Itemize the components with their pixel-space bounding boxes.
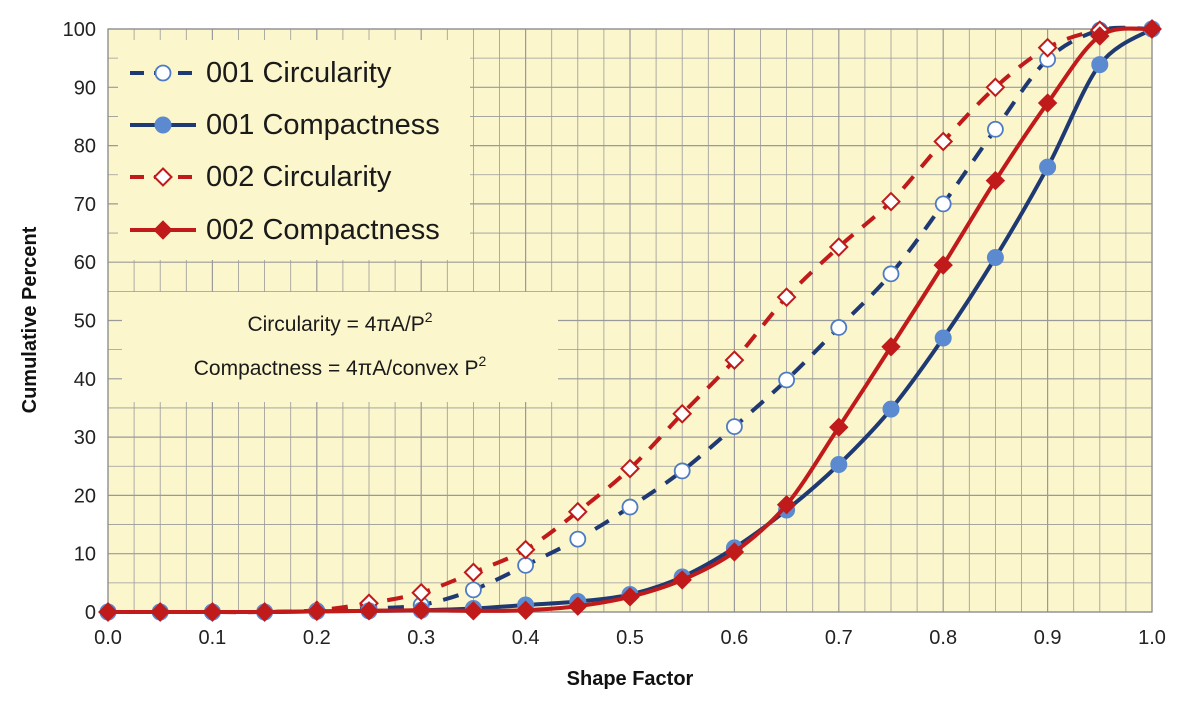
formula-annotation: Circularity = 4πA/P2 Compactness = 4πA/c… xyxy=(122,292,558,402)
data-point xyxy=(569,530,587,548)
data-point xyxy=(881,191,901,212)
data-point xyxy=(672,570,692,590)
data-point xyxy=(724,542,745,562)
x-tick-label: 0.6 xyxy=(720,627,748,649)
data-point xyxy=(1037,37,1058,58)
data-point xyxy=(985,77,1006,98)
x-tick-label: 1.0 xyxy=(1138,627,1166,649)
data-point xyxy=(881,337,901,357)
data-point xyxy=(987,120,1004,138)
compactness-formula-text: Compactness = 4πA/convex P xyxy=(194,357,479,380)
legend-entry-002-circularity: 002 Circularity xyxy=(206,161,392,193)
data-point xyxy=(1090,26,1110,46)
y-tick-label: 30 xyxy=(74,427,96,449)
legend-entry-001-compactness: 001 Compactness xyxy=(206,109,440,141)
y-tick-label: 100 xyxy=(63,19,96,41)
data-point xyxy=(621,498,639,516)
x-tick-label: 0.2 xyxy=(303,627,331,649)
data-point xyxy=(359,601,379,621)
data-point xyxy=(1091,56,1109,74)
data-point xyxy=(828,237,849,257)
data-point xyxy=(620,458,640,479)
data-point xyxy=(776,495,797,515)
legend-key-marker xyxy=(153,167,173,187)
data-point xyxy=(778,371,795,389)
data-point xyxy=(307,601,327,622)
y-tick-label: 50 xyxy=(74,311,96,333)
data-point xyxy=(411,600,431,620)
y-tick-label: 40 xyxy=(74,369,96,391)
data-point xyxy=(882,400,900,418)
data-point xyxy=(673,462,691,480)
x-tick-label: 0.1 xyxy=(198,627,226,649)
data-point xyxy=(933,255,953,275)
circularity-formula-text: Circularity = 4πA/P xyxy=(247,313,424,336)
compactness-formula-exponent: 2 xyxy=(478,353,486,369)
legend-entry-002-compactness: 002 Compactness xyxy=(206,214,440,246)
series-002-compactness xyxy=(98,19,1162,622)
legend-key-marker xyxy=(154,64,172,82)
data-point xyxy=(517,556,534,574)
formula-box xyxy=(122,292,558,402)
legend-key-marker xyxy=(153,220,173,240)
legend: 001 Circularity 001 Compactness 002 Circ… xyxy=(118,40,470,260)
data-point xyxy=(726,418,743,436)
y-tick-label: 70 xyxy=(74,194,96,216)
data-point xyxy=(672,403,693,424)
data-point xyxy=(933,131,954,152)
y-tick-label: 20 xyxy=(74,485,96,507)
data-point xyxy=(986,249,1004,267)
y-tick-label: 80 xyxy=(74,136,96,158)
data-point xyxy=(463,562,484,583)
data-point xyxy=(515,600,536,620)
data-point xyxy=(202,602,223,622)
data-point xyxy=(1037,93,1058,113)
data-point xyxy=(98,602,118,622)
data-point xyxy=(724,350,745,371)
data-point xyxy=(776,287,797,308)
x-tick-label: 0.3 xyxy=(407,627,435,649)
data-point xyxy=(515,539,536,560)
y-axis-title: Cumulative Percent xyxy=(19,226,41,413)
legend-box xyxy=(118,40,470,260)
data-point xyxy=(830,319,848,336)
data-point xyxy=(829,417,849,437)
data-point xyxy=(934,195,952,213)
data-point xyxy=(464,581,482,599)
axes: 0.0 0.1 0.2 0.3 0.4 0.5 0.6 0.7 0.8 0.9 1.0 0 10 20 30… xyxy=(63,19,1166,649)
data-point xyxy=(985,170,1006,191)
data-point xyxy=(830,456,848,474)
y-tick-label: 0 xyxy=(85,602,96,624)
circularity-formula: Circularity = 4πA/P2 xyxy=(247,309,432,336)
circularity-formula-exponent: 2 xyxy=(425,309,433,325)
data-point xyxy=(567,501,588,522)
x-axis-title: Shape Factor xyxy=(567,668,694,690)
data-point xyxy=(620,587,640,607)
y-tick-label: 10 xyxy=(74,544,96,566)
data-point xyxy=(1142,19,1162,39)
x-tick-label: 0.7 xyxy=(825,627,853,649)
legend-key-marker xyxy=(154,116,172,134)
data-point xyxy=(1039,158,1057,176)
x-tick-label: 0.9 xyxy=(1034,627,1062,649)
data-point xyxy=(882,265,900,283)
series-layer xyxy=(98,19,1162,622)
legend-entry-001-circularity: 001 Circularity xyxy=(206,57,392,89)
plot-frame xyxy=(107,28,1153,613)
compactness-formula: Compactness = 4πA/convex P2 xyxy=(194,353,487,380)
data-point xyxy=(150,602,170,622)
legend-keys xyxy=(130,64,196,240)
data-point xyxy=(463,601,484,621)
data-point xyxy=(254,602,275,622)
y-tick-label: 60 xyxy=(74,252,96,274)
x-tick-label: 0.8 xyxy=(929,627,957,649)
x-tick-label: 0.0 xyxy=(94,627,122,649)
data-point xyxy=(568,596,588,616)
x-tick-label: 0.5 xyxy=(616,627,644,649)
y-tick-label: 90 xyxy=(74,77,96,99)
data-point xyxy=(934,329,952,347)
x-tick-label: 0.4 xyxy=(512,627,540,649)
